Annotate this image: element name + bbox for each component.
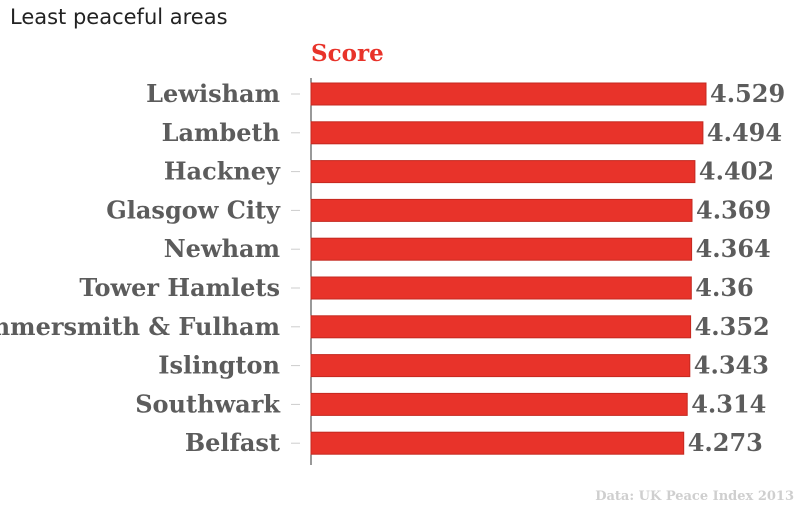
value-label: 4.369 xyxy=(696,195,771,224)
series-label: Score xyxy=(311,40,384,67)
value-labels-group: 4.529 4.494 4.402 4.369 4.364 4.36 4.352 4.343 4… xyxy=(688,79,785,457)
value-label: 4.402 xyxy=(699,157,774,186)
value-label: 4.343 xyxy=(694,351,769,380)
bar xyxy=(310,431,685,455)
category-label: Hammersmith & Fulham xyxy=(0,312,280,341)
category-label: Tower Hamlets xyxy=(79,273,280,302)
category-label: Belfast xyxy=(185,428,280,457)
value-label: 4.314 xyxy=(691,389,766,418)
category-label: Hackney xyxy=(164,157,281,186)
value-label: 4.529 xyxy=(710,79,785,108)
category-label: Southwark xyxy=(135,389,281,418)
bar xyxy=(310,354,691,378)
bars-group xyxy=(310,82,707,455)
bar xyxy=(310,198,693,222)
category-label: Glasgow City xyxy=(106,195,281,224)
bar xyxy=(310,82,707,106)
value-label: 4.273 xyxy=(688,428,763,457)
category-label: Lambeth xyxy=(162,118,280,147)
bar xyxy=(310,237,693,261)
value-label: 4.364 xyxy=(696,234,771,263)
value-label: 4.36 xyxy=(695,273,753,302)
bar xyxy=(310,121,704,145)
tick-marks-group xyxy=(291,93,300,444)
source-note: Data: UK Peace Index 2013 xyxy=(595,489,794,504)
chart-title: Least peaceful areas xyxy=(10,5,228,29)
category-label: Islington xyxy=(158,351,280,380)
bar xyxy=(310,315,692,339)
bar xyxy=(310,276,692,300)
value-label: 4.494 xyxy=(707,118,782,147)
category-label: Lewisham xyxy=(146,79,280,108)
value-label: 4.352 xyxy=(695,312,770,341)
bar xyxy=(310,392,688,416)
category-labels-group: Lewisham Lambeth Hackney Glasgow City Newham… xyxy=(0,79,281,457)
category-label: Newham xyxy=(164,234,280,263)
bar xyxy=(310,160,696,184)
